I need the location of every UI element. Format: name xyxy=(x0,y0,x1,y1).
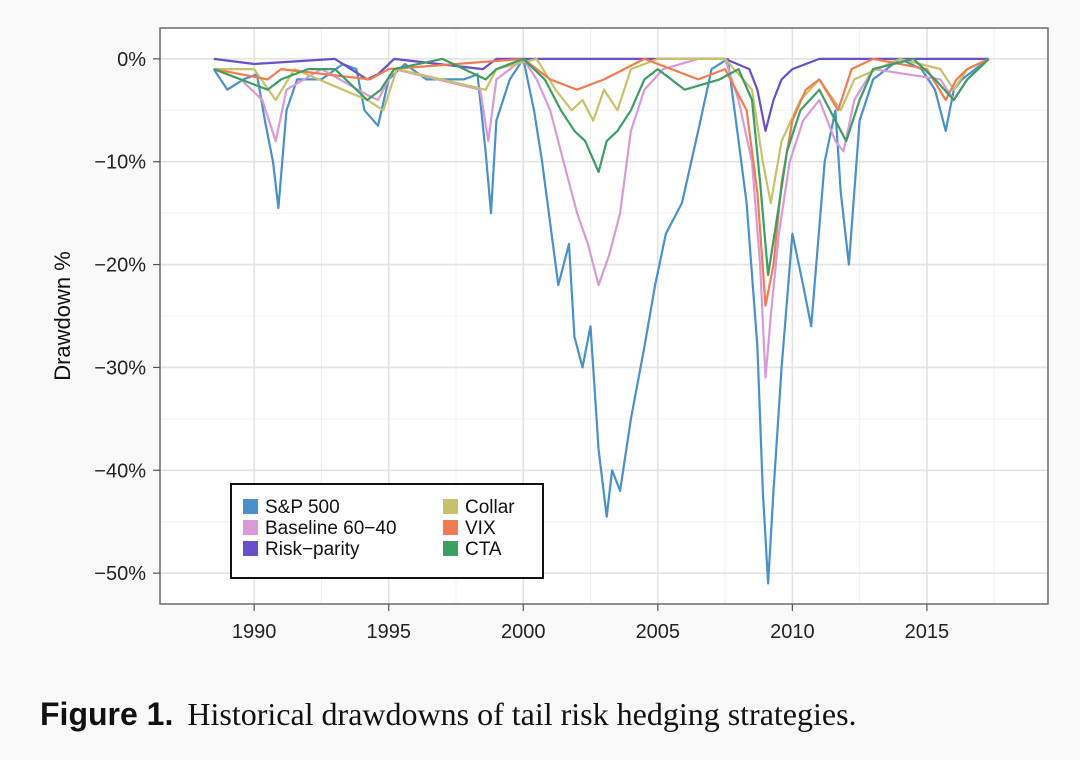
legend-swatch-vix xyxy=(443,520,458,535)
series-line-vix xyxy=(213,57,990,307)
y-axis-label: Drawdown % xyxy=(50,251,75,381)
y-tick-label: 0% xyxy=(117,49,146,71)
series-line-s-p-500 xyxy=(212,57,990,585)
x-tick-label: 1995 xyxy=(366,621,411,643)
y-tick-label: −40% xyxy=(94,460,146,482)
x-tick-label: 2005 xyxy=(636,621,681,643)
series-lines xyxy=(212,57,990,585)
series-line-collar xyxy=(213,57,990,204)
figure-label: Figure 1. xyxy=(40,696,174,732)
series-line-baseline-60-40 xyxy=(213,57,990,379)
caption-text: Historical drawdowns of tail risk hedgin… xyxy=(187,696,857,732)
grid-lines xyxy=(160,28,1048,604)
x-tick-label: 2010 xyxy=(770,621,815,643)
plot-frame xyxy=(159,27,1049,605)
y-tick-label: −30% xyxy=(94,357,146,379)
y-tick-label: −10% xyxy=(94,152,146,174)
legend-label-vix: VIX xyxy=(465,518,496,539)
legend-box xyxy=(230,483,544,579)
x-tick-label: 2015 xyxy=(905,621,950,643)
legend-swatch-cta xyxy=(443,541,458,556)
series-line-cta xyxy=(213,57,990,276)
legend-label-cta: CTA xyxy=(465,539,502,560)
legend-swatch-baseline-60-40 xyxy=(243,520,258,535)
x-tick-label: 2000 xyxy=(501,621,546,643)
axis-ticks: 1990 1995 2000 2005 2010 2015 0% −10% −20% −30% −4… xyxy=(94,49,949,643)
legend-label-risk-parity: Risk−parity xyxy=(265,539,360,560)
x-tick-label: 1990 xyxy=(232,621,277,643)
legend-swatch-s-p-500 xyxy=(243,499,258,514)
y-tick-label: −20% xyxy=(94,255,146,277)
figure-caption: Figure 1. Historical drawdowns of tail ri… xyxy=(40,696,857,733)
legend-swatch-collar xyxy=(443,499,458,514)
legend-label-s-p-500: S&P 500 xyxy=(265,497,340,518)
y-tick-label: −50% xyxy=(94,563,146,585)
legend-label-collar: Collar xyxy=(465,497,515,518)
drawdown-chart: 1990 1995 2000 2005 2010 2015 0% −10% −20% −30% −4… xyxy=(50,27,1049,643)
legend-label-baseline-60-40: Baseline 60−40 xyxy=(265,518,397,539)
legend-swatch-risk-parity xyxy=(243,541,258,556)
